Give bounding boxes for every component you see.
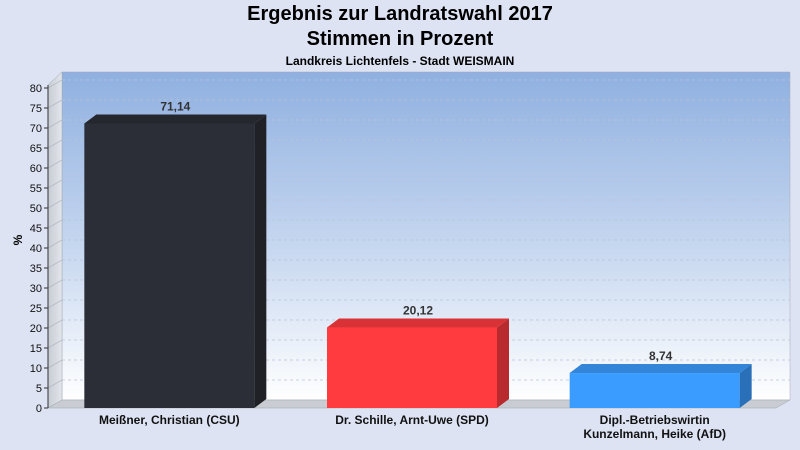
- data-label: 71,14: [160, 99, 190, 113]
- gridline-wall: [47, 299, 63, 309]
- bar-top: [327, 318, 509, 328]
- gridline-wall: [47, 239, 63, 249]
- bar-top: [569, 364, 752, 374]
- y-tick-label: 65: [30, 143, 42, 155]
- x-tick-label: Dipl.-Betriebswirtin: [600, 413, 710, 427]
- y-tick-label: 20: [30, 323, 42, 335]
- gridline-wall: [47, 79, 63, 89]
- y-tick-label: 0: [36, 403, 42, 415]
- y-tick-label: 70: [30, 123, 42, 135]
- x-tick-label: Dr. Schille, Arnt-Uwe (SPD): [335, 413, 489, 427]
- gridline-wall: [47, 99, 63, 109]
- gridline-wall: [47, 259, 63, 269]
- y-tick-label: 25: [30, 303, 42, 315]
- gridline-wall: [47, 379, 63, 389]
- bar: [84, 123, 255, 408]
- gridline-wall: [47, 319, 63, 329]
- bar-side: [254, 114, 267, 408]
- y-tick-label: 60: [30, 163, 42, 175]
- x-tick-label: Meißner, Christian (CSU): [99, 413, 240, 427]
- y-tick-label: 75: [30, 103, 42, 115]
- gridline-wall: [47, 139, 63, 149]
- gridline-wall: [47, 179, 63, 189]
- y-tick-label: 5: [36, 383, 42, 395]
- data-label: 20,12: [403, 304, 433, 318]
- x-tick-label: Kunzelmann, Heike (AfD): [583, 427, 726, 441]
- data-label: 8,74: [649, 349, 673, 363]
- chart-title: Ergebnis zur Landratswahl 2017: [247, 3, 553, 25]
- y-tick-label: 55: [30, 183, 42, 195]
- bar-top: [84, 114, 267, 124]
- gridline-wall: [47, 279, 63, 289]
- gridline-wall: [47, 119, 63, 129]
- y-tick-label: 10: [30, 363, 42, 375]
- bar-side: [739, 364, 752, 408]
- y-tick-label: 80: [30, 83, 42, 95]
- y-axis-label: %: [11, 234, 25, 245]
- bar: [569, 373, 740, 408]
- chart-subtitle: Landkreis Lichtenfels - Stadt WEISMAIN: [285, 54, 515, 68]
- gridline-wall: [47, 359, 63, 369]
- gridline-wall: [47, 159, 63, 169]
- gridline-wall: [47, 199, 63, 209]
- bar-side: [497, 318, 509, 408]
- y-tick-label: 45: [30, 223, 42, 235]
- gridline-wall: [47, 339, 63, 349]
- gridline-wall: [47, 219, 63, 229]
- y-tick-label: 35: [30, 263, 42, 275]
- y-tick-label: 15: [30, 343, 42, 355]
- chart-title-line2: Stimmen in Prozent: [306, 28, 494, 50]
- y-tick-label: 40: [30, 243, 42, 255]
- y-tick-label: 50: [30, 203, 42, 215]
- y-tick-label: 30: [30, 283, 42, 295]
- bar: [327, 327, 497, 408]
